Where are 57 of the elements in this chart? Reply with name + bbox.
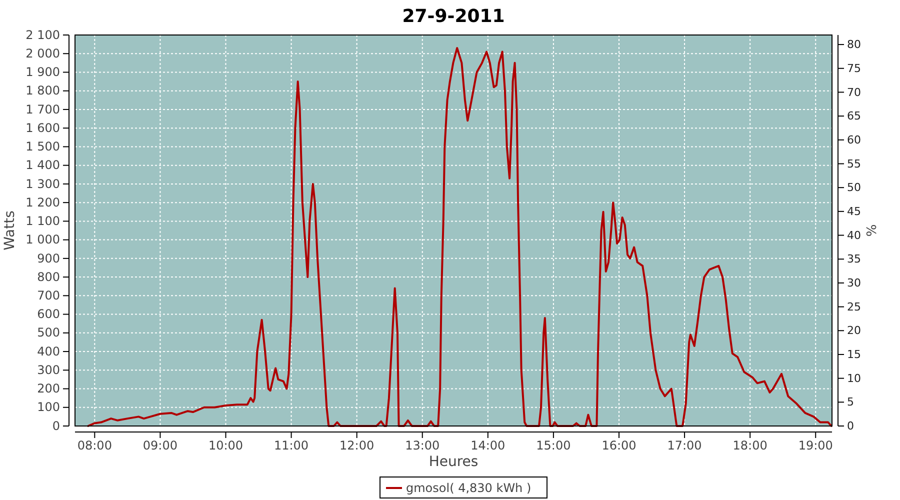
y2-tick-label: 15 xyxy=(847,348,861,361)
y-tick-label: 1 600 xyxy=(26,120,60,135)
x-tick-label: 13:00 xyxy=(405,438,440,453)
y-tick-label: 300 xyxy=(37,362,60,377)
y2-axis-title: % xyxy=(865,224,880,237)
x-tick-label: 12:00 xyxy=(340,438,374,453)
y-tick-label: 200 xyxy=(37,382,60,396)
y2-tick-label: 40 xyxy=(847,228,861,242)
y-tick-label: 900 xyxy=(37,251,60,266)
y-tick-label: 1 900 xyxy=(26,65,60,80)
y-tick-label: 400 xyxy=(37,344,60,358)
y2-tick-label: 35 xyxy=(847,252,861,266)
y2-tick-label: 60 xyxy=(847,133,861,146)
y-tick-label: 1 200 xyxy=(26,195,60,210)
y2-tick-label: 75 xyxy=(847,62,861,75)
x-tick-label: 19:00 xyxy=(798,438,833,453)
x-tick-label: 16:00 xyxy=(602,438,636,453)
y-tick-label: 2 000 xyxy=(26,46,60,60)
y-tick-label: 0 xyxy=(52,418,60,433)
y2-tick-label: 80 xyxy=(847,38,861,52)
y-tick-label: 1 300 xyxy=(26,176,60,191)
y-tick-label: 1 500 xyxy=(26,140,60,154)
y-tick-label: 600 xyxy=(37,307,60,322)
x-tick-label: 17:00 xyxy=(667,438,702,453)
y2-tick-label: 10 xyxy=(847,372,861,385)
y2-tick-label: 5 xyxy=(847,396,854,409)
y-tick-label: 1 100 xyxy=(26,214,60,228)
y-tick-label: 2 100 xyxy=(26,28,60,42)
x-tick-label: 15:00 xyxy=(536,438,571,453)
legend-label: gmosol( 4,830 kWh ) xyxy=(406,481,532,495)
x-axis-title: Heures xyxy=(428,454,478,470)
y-tick-label: 1 700 xyxy=(26,102,60,116)
x-tick-label: 10:00 xyxy=(208,438,244,453)
y-axis-title: Watts xyxy=(2,210,18,250)
y2-tick-label: 65 xyxy=(847,110,861,123)
y2-tick-label: 45 xyxy=(847,204,861,218)
x-tick-label: 14:00 xyxy=(470,438,506,453)
line-series xyxy=(87,47,832,427)
x-tick-label: 11:00 xyxy=(274,438,309,453)
x-tick-label: 18:00 xyxy=(732,438,768,453)
x-tick-label: 08:00 xyxy=(77,438,112,453)
chart-title: 27-9-2011 xyxy=(402,6,505,27)
y2-tick-label: 70 xyxy=(847,86,861,99)
y2-tick-label: 25 xyxy=(847,300,861,314)
y-tick-label: 1 800 xyxy=(26,84,60,98)
y2-tick-label: 0 xyxy=(847,420,854,433)
y-tick-label: 1 400 xyxy=(26,158,60,172)
y2-tick-label: 50 xyxy=(847,181,861,194)
y2-tick-label: 30 xyxy=(847,276,861,290)
y-tick-label: 100 xyxy=(37,400,60,414)
y2-tick-label: 55 xyxy=(847,157,861,170)
y-tick-label: 800 xyxy=(37,270,60,284)
x-tick-label: 09:00 xyxy=(142,438,178,453)
y2-tick-label: 20 xyxy=(847,324,861,338)
y-tick-label: 1 000 xyxy=(26,232,60,247)
y-tick-label: 500 xyxy=(37,326,60,340)
y-tick-label: 700 xyxy=(37,288,60,303)
